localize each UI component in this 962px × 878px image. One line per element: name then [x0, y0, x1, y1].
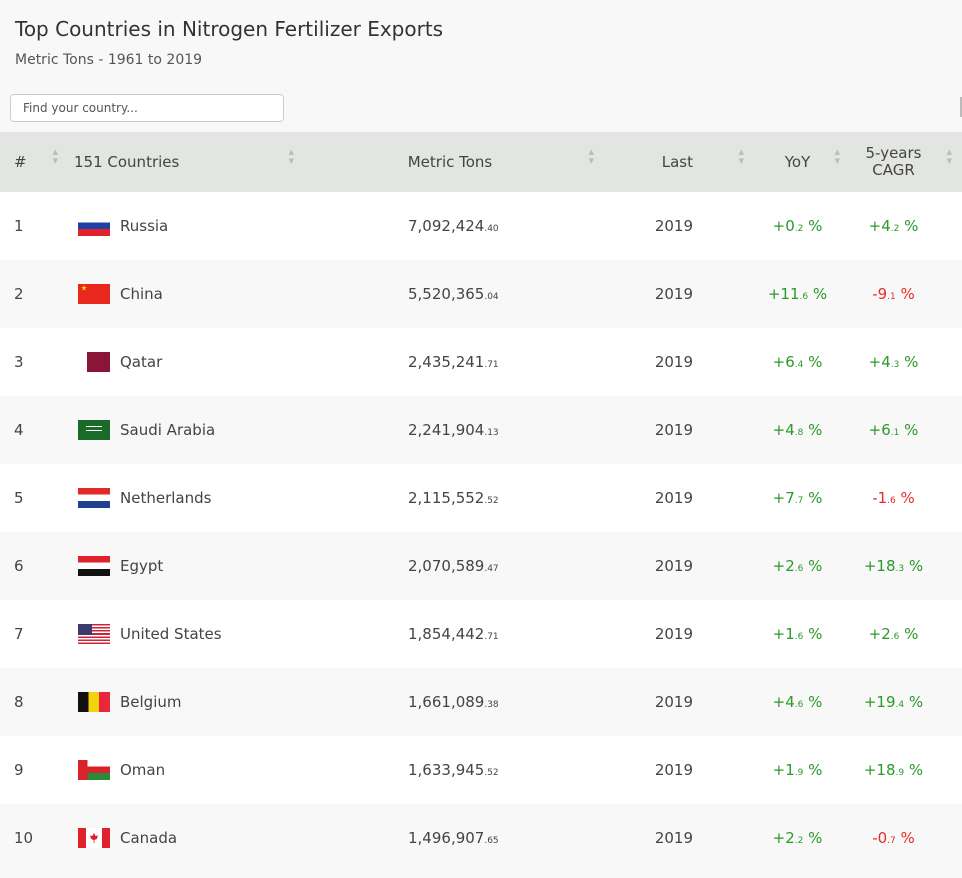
- col-metric-tons[interactable]: Metric Tons ▲ ▼: [407, 148, 594, 171]
- last-year: 2019: [654, 217, 693, 235]
- table-row[interactable]: 6 Egypt 2,070,589.47 2019 +2.6 % +18.3 %: [0, 532, 962, 600]
- page-title: Top Countries in Nitrogen Fertilizer Exp…: [15, 17, 444, 41]
- rank: 5: [14, 489, 24, 507]
- country-name[interactable]: China: [120, 285, 163, 303]
- rank: 2: [14, 285, 24, 303]
- egypt-flag-icon: [78, 556, 110, 576]
- table-row[interactable]: 5 Netherlands 2,115,552.52 2019 +7.7 % -…: [0, 464, 962, 532]
- col-country[interactable]: 151 Countries ▲ ▼: [74, 148, 294, 171]
- table-row[interactable]: 3 Qatar 2,435,241.71 2019 +6.4 % +4.3 %: [0, 328, 962, 396]
- saudi-arabia-flag-icon: [78, 420, 110, 440]
- page-subtitle: Metric Tons - 1961 to 2019: [15, 52, 203, 68]
- col-cagr[interactable]: 5-years CAGR ▲ ▼: [865, 144, 953, 179]
- cagr: -0.7 %: [872, 829, 915, 847]
- rank: 1: [14, 217, 24, 235]
- country-name[interactable]: Belgium: [120, 693, 182, 711]
- metric-tons: 7,092,424.40: [408, 217, 499, 235]
- qatar-flag-icon: [78, 352, 110, 372]
- cagr: -9.1 %: [872, 285, 915, 303]
- country-name[interactable]: Russia: [120, 217, 169, 235]
- sort-icon[interactable]: ▲ ▼: [738, 148, 744, 165]
- yoy: +0.2 %: [772, 217, 823, 235]
- last-year: 2019: [654, 829, 693, 847]
- last-year: 2019: [654, 693, 693, 711]
- yoy: +6.4 %: [772, 353, 823, 371]
- col-yoy[interactable]: YoY ▲ ▼: [784, 148, 840, 171]
- metric-tons: 5,520,365.04: [408, 285, 499, 303]
- yoy: +11.6 %: [767, 285, 828, 303]
- search-input[interactable]: [10, 94, 284, 122]
- rank: 8: [14, 693, 24, 711]
- cagr: +18.3 %: [863, 557, 924, 575]
- last-year: 2019: [654, 557, 693, 575]
- last-year: 2019: [654, 625, 693, 643]
- cagr: +4.3 %: [868, 353, 919, 371]
- rank: 9: [14, 761, 24, 779]
- metric-tons: 2,241,904.13: [408, 421, 499, 439]
- country-name[interactable]: United States: [120, 625, 222, 643]
- table-row[interactable]: 4 Saudi Arabia 2,241,904.13 2019 +4.8 % …: [0, 396, 962, 464]
- cagr: +18.9 %: [863, 761, 924, 779]
- cagr: +6.1 %: [868, 421, 919, 439]
- country-name[interactable]: Oman: [120, 761, 166, 779]
- sort-icon[interactable]: ▲ ▼: [588, 148, 594, 165]
- metric-tons: 1,854,442.71: [408, 625, 499, 643]
- metric-tons: 2,435,241.71: [408, 353, 499, 371]
- sort-icon[interactable]: ▲ ▼: [834, 148, 840, 165]
- table-row[interactable]: 2 China 5,520,365.04 2019 +11.6 % -9.1 %: [0, 260, 962, 328]
- belgium-flag-icon: [78, 692, 110, 712]
- rank: 4: [14, 421, 24, 439]
- yoy: +7.7 %: [772, 489, 823, 507]
- metric-tons: 1,661,089.38: [408, 693, 499, 711]
- sort-icon[interactable]: ▲ ▼: [946, 148, 952, 165]
- cagr: +4.2 %: [868, 217, 919, 235]
- rank: 7: [14, 625, 24, 643]
- table-row[interactable]: 8 Belgium 1,661,089.38 2019 +4.6 % +19.4…: [0, 668, 962, 736]
- table-row[interactable]: 10 Canada 1,496,907.65 2019 +2.2 % -0.7 …: [0, 804, 962, 872]
- sort-icon[interactable]: ▲ ▼: [288, 148, 294, 165]
- yoy: +1.6 %: [772, 625, 823, 643]
- cagr: +19.4 %: [863, 693, 924, 711]
- col-last[interactable]: Last ▲ ▼: [661, 148, 744, 171]
- sort-icon[interactable]: ▲ ▼: [52, 148, 58, 165]
- russia-flag-icon: [78, 216, 110, 236]
- yoy: +2.6 %: [772, 557, 823, 575]
- metric-tons: 1,633,945.52: [408, 761, 499, 779]
- canada-flag-icon: [78, 828, 110, 848]
- rank: 10: [14, 829, 34, 847]
- countries-table: # ▲ ▼ 151 Countries ▲ ▼ Metric Tons ▲ ▼ Last ▲ ▼…: [0, 132, 962, 872]
- metric-tons: 1,496,907.65: [408, 829, 499, 847]
- rank: 6: [14, 557, 24, 575]
- table-row[interactable]: 1 Russia 7,092,424.40 2019 +0.2 % +4.2 %: [0, 192, 962, 260]
- yoy: +4.8 %: [772, 421, 823, 439]
- china-flag-icon: [78, 284, 110, 304]
- country-name[interactable]: Netherlands: [120, 489, 212, 507]
- last-year: 2019: [654, 285, 693, 303]
- country-name[interactable]: Egypt: [120, 557, 164, 575]
- country-name[interactable]: Canada: [120, 829, 178, 847]
- metric-tons: 2,115,552.52: [408, 489, 499, 507]
- cagr: -1.6 %: [872, 489, 915, 507]
- scroll-edge: [960, 97, 962, 117]
- last-year: 2019: [654, 353, 693, 371]
- metric-tons: 2,070,589.47: [408, 557, 499, 575]
- last-year: 2019: [654, 421, 693, 439]
- table-row[interactable]: 7 United States 1,854,442.71 2019 +1.6 %…: [0, 600, 962, 668]
- united-states-flag-icon: [78, 624, 110, 644]
- rank: 3: [14, 353, 24, 371]
- netherlands-flag-icon: [78, 488, 110, 508]
- yoy: +2.2 %: [772, 829, 823, 847]
- cagr: +2.6 %: [868, 625, 919, 643]
- yoy: +1.9 %: [772, 761, 823, 779]
- col-rank[interactable]: # ▲ ▼: [14, 148, 58, 171]
- country-name[interactable]: Qatar: [120, 353, 163, 371]
- country-name[interactable]: Saudi Arabia: [120, 421, 216, 439]
- oman-flag-icon: [78, 760, 110, 780]
- yoy: +4.6 %: [772, 693, 823, 711]
- last-year: 2019: [654, 489, 693, 507]
- last-year: 2019: [654, 761, 693, 779]
- table-row[interactable]: 9 Oman 1,633,945.52 2019 +1.9 % +18.9 %: [0, 736, 962, 804]
